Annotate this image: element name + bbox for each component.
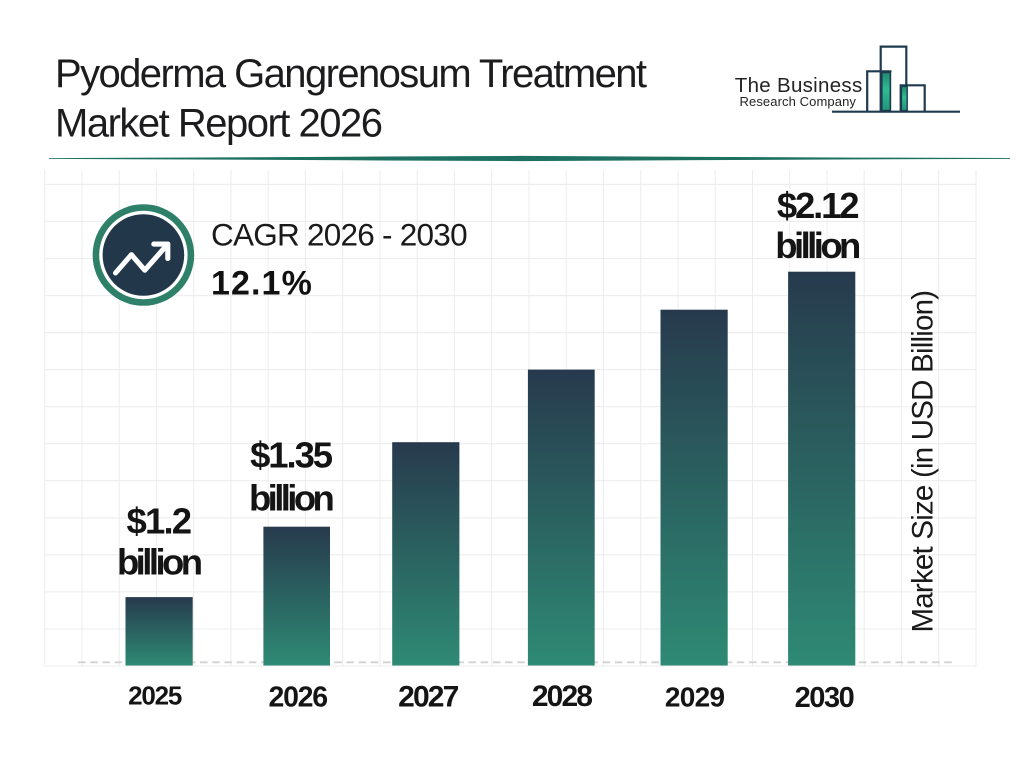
svg-text:2026: 2026 [269, 681, 329, 713]
svg-text:$2.12: $2.12 [777, 185, 860, 226]
svg-text:2028: 2028 [532, 680, 593, 713]
svg-text:2025: 2025 [128, 680, 182, 710]
svg-text:2027: 2027 [398, 680, 459, 713]
svg-text:Market Size (in USD Billion): Market Size (in USD Billion) [906, 290, 939, 633]
svg-text:Market Report 2026: Market Report 2026 [55, 102, 383, 146]
svg-text:Pyoderma Gangrenosum Treatment: Pyoderma Gangrenosum Treatment [55, 52, 647, 96]
svg-text:2029: 2029 [665, 681, 725, 712]
svg-text:2030: 2030 [795, 682, 855, 714]
svg-text:12.1%: 12.1% [211, 265, 312, 303]
svg-text:billion: billion [249, 478, 335, 519]
svg-text:billion: billion [117, 541, 203, 582]
svg-text:$1.2: $1.2 [127, 500, 193, 541]
svg-text:Research Company: Research Company [740, 94, 857, 109]
svg-text:$1.35: $1.35 [250, 435, 333, 476]
svg-text:The Business: The Business [735, 74, 862, 97]
svg-text:billion: billion [775, 225, 861, 266]
svg-text:CAGR 2026 - 2030: CAGR 2026 - 2030 [211, 216, 468, 252]
